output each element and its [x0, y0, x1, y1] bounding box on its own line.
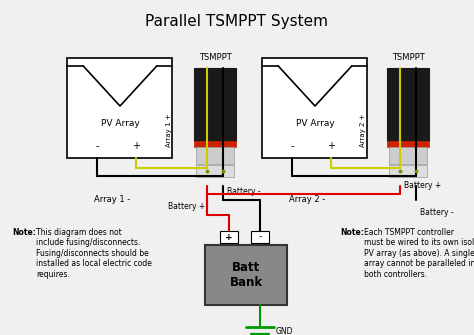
Text: -: -	[290, 141, 294, 151]
Text: Parallel TSMPPT System: Parallel TSMPPT System	[146, 14, 328, 29]
Text: Note:: Note:	[340, 228, 364, 237]
Text: TSMPPT: TSMPPT	[392, 53, 424, 62]
Text: Array 1 -: Array 1 -	[94, 196, 130, 204]
Bar	[205, 245, 287, 305]
Text: Battery +: Battery +	[404, 181, 442, 190]
Text: +: +	[327, 141, 335, 151]
Text: Array 2 +: Array 2 +	[360, 113, 365, 147]
Text: Battery -: Battery -	[227, 187, 260, 196]
Text: PV Array: PV Array	[100, 119, 139, 128]
Text: +: +	[225, 232, 233, 242]
Text: Batt
Bank: Batt Bank	[229, 261, 263, 289]
Bar	[220, 231, 238, 243]
Bar	[389, 165, 427, 177]
Text: Each TSMPPT controller
must be wired to its own isolated
PV array (as above). A : Each TSMPPT controller must be wired to …	[364, 228, 474, 279]
Bar	[194, 141, 236, 147]
Text: Array 2 -: Array 2 -	[289, 196, 325, 204]
Text: PV Array: PV Array	[296, 119, 334, 128]
Bar	[387, 141, 429, 147]
Text: TSMPPT: TSMPPT	[199, 53, 231, 62]
Bar	[251, 231, 269, 243]
Bar	[389, 147, 427, 163]
Text: +: +	[132, 141, 140, 151]
Text: Battery +: Battery +	[168, 202, 205, 211]
Text: -: -	[95, 141, 99, 151]
Bar	[387, 68, 429, 141]
Text: This diagram does not
include fusing/disconnects.
Fusing/disconnects should be
i: This diagram does not include fusing/dis…	[36, 228, 152, 279]
Bar	[263, 58, 367, 158]
Bar	[196, 147, 234, 163]
Bar	[194, 68, 236, 141]
Text: -: -	[258, 232, 262, 242]
Text: Battery -: Battery -	[419, 208, 453, 217]
Text: GND: GND	[276, 328, 293, 335]
Text: Array 1 +: Array 1 +	[165, 113, 172, 147]
Bar	[196, 165, 234, 177]
Bar	[67, 58, 173, 158]
Text: Note:: Note:	[12, 228, 36, 237]
